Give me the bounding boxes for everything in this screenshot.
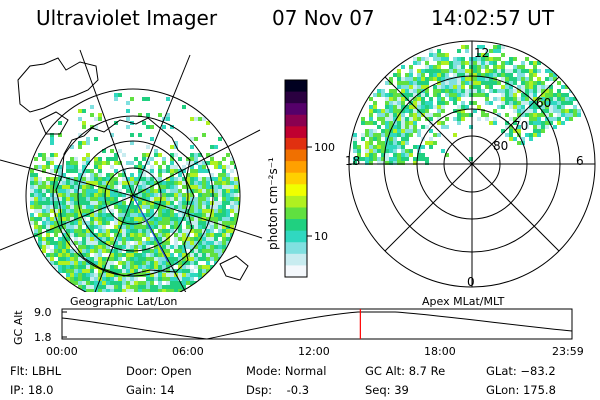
altitude-ylabel: GC Alt	[12, 310, 25, 345]
glat-info: GLat: −83.2	[486, 364, 556, 378]
colorbar-swatch	[285, 80, 307, 93]
alt-ytick-high: 9.0	[34, 306, 52, 319]
coastline-small	[39, 111, 249, 281]
time-tick-0600: 06:00	[172, 345, 204, 358]
time-tick-1800: 18:00	[424, 345, 456, 358]
colorbar-swatch	[285, 242, 307, 255]
ip-info: IP: 18.0	[10, 383, 54, 397]
colorbar-tick-10: 10	[314, 230, 328, 243]
colorbar-swatch	[285, 184, 307, 197]
colorbar-swatch	[285, 161, 307, 174]
colorbar-swatch	[285, 91, 307, 104]
colorbar-swatch	[285, 195, 307, 208]
mlt-label-18: 18	[345, 154, 361, 168]
mlt-label-12: 12	[474, 46, 490, 60]
colorbar-swatch	[285, 149, 307, 162]
flt-info: Flt: LBHL	[10, 364, 62, 378]
mlat-label-70: 70	[513, 119, 529, 133]
colorbar-swatch	[285, 114, 307, 127]
app-title: Ultraviolet Imager	[36, 6, 218, 30]
mlt-label-0: 0	[467, 275, 475, 289]
right-panel-caption: Apex MLat/MLT	[422, 295, 505, 308]
mlat-label-80: 80	[493, 139, 509, 153]
colorbar-tick-100: 100	[314, 141, 335, 154]
colorbar-swatch	[285, 265, 307, 278]
gain-info: Gain: 14	[126, 383, 175, 397]
seq-info: Seq: 39	[365, 383, 409, 397]
glon-info: GLon: 175.8	[486, 383, 556, 397]
mlt-label-6: 6	[576, 154, 584, 168]
altitude-curve	[61, 311, 573, 340]
mlat-label-60: 60	[536, 96, 552, 110]
left-panel-caption: Geographic Lat/Lon	[70, 295, 178, 308]
time-label: 14:02:57 UT	[431, 6, 555, 30]
date-label: 07 Nov 07	[272, 6, 375, 30]
colorbar-swatch	[285, 230, 307, 243]
colorbar-swatch	[285, 253, 307, 266]
colorbar-swatch	[285, 126, 307, 139]
colorbar-swatch	[285, 219, 307, 232]
time-tick-2359: 23:59	[552, 345, 584, 358]
colorbar-swatch	[285, 207, 307, 220]
colorbar-swatch	[285, 137, 307, 151]
time-tick-0000: 00:00	[46, 345, 78, 358]
mode-info: Mode: Normal	[246, 364, 327, 378]
antarctica-coastline	[55, 117, 195, 277]
coastline-top	[17, 57, 99, 113]
colorbar-swatch	[285, 172, 307, 185]
colorbar-swatch	[285, 103, 307, 116]
dsp-info: Dsp: -0.3	[246, 383, 310, 397]
aurora-emission-left	[30, 93, 240, 292]
alt-ytick-low: 1.8	[34, 331, 52, 344]
gc-alt-info: GC Alt: 8.7 Re	[365, 364, 446, 378]
door-info: Door: Open	[126, 364, 192, 378]
time-tick-1200: 12:00	[298, 345, 330, 358]
